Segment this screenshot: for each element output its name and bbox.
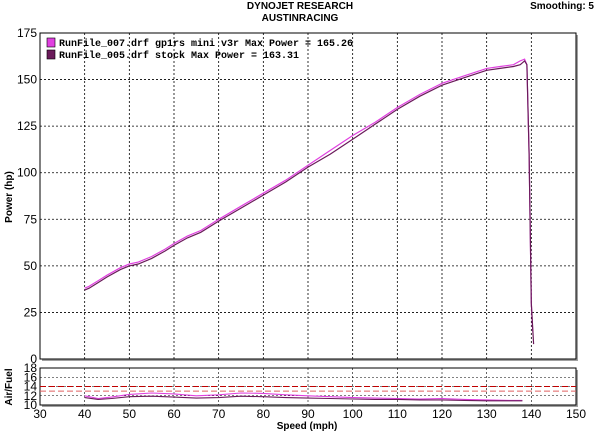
x-tick-label: 140	[521, 407, 541, 421]
y-tick-label-power: 50	[24, 259, 38, 273]
legend: RunFile_007.drf gp1rs mini v3r Max Power…	[46, 37, 353, 62]
y-axis-label-airfuel: Air/Fuel	[4, 368, 15, 405]
legend-swatch-1	[46, 37, 56, 48]
y-tick-label-power: 75	[24, 212, 38, 226]
x-axis-label: Speed (mph)	[277, 421, 338, 432]
legend-swatch-2	[46, 49, 56, 60]
y-tick-label-power: 100	[17, 166, 37, 180]
x-tick-label: 120	[432, 407, 452, 421]
af-series-line-1	[84, 392, 523, 401]
chart-subtitle: AUSTINRACING	[261, 13, 339, 24]
y-tick-label-power: 125	[17, 119, 37, 133]
x-tick-label: 50	[123, 407, 137, 421]
x-tick-label: 130	[477, 407, 497, 421]
y-tick-label-power: 175	[17, 26, 37, 40]
power-series-line-1	[84, 58, 534, 332]
y-tick-label-airfuel: 14	[24, 380, 38, 394]
legend-label-2: RunFile_005.drf stock Max Power = 163.31	[59, 50, 299, 62]
y-tick-label-airfuel: 10	[24, 398, 38, 412]
x-tick-label: 110	[388, 407, 407, 421]
y-tick-label-power: 150	[17, 73, 37, 87]
x-tick-label: 60	[167, 407, 181, 421]
y-tick-label-airfuel: 12	[24, 389, 38, 403]
legend-label-1: RunFile_007.drf gp1rs mini v3r Max Power…	[59, 38, 353, 50]
y-tick-label-airfuel: 16	[24, 370, 38, 384]
y-tick-label-power: 0	[30, 352, 37, 366]
smoothing-label: Smoothing: 5	[530, 1, 594, 12]
x-tick-label: 30	[33, 407, 47, 421]
x-axis: 30 40 50 60 70 80 90 100 110 120 130 140 150	[33, 407, 586, 421]
plot-frame	[39, 32, 577, 360]
chart-title: DYNOJET RESEARCH	[246, 1, 354, 12]
y-axis-label-power: Power (hp)	[4, 171, 15, 223]
x-tick-label: 80	[257, 407, 271, 421]
power-plot: 0 25 50 75 100 125 150 175	[17, 26, 578, 366]
x-tick-label: 150	[566, 407, 586, 421]
x-tick-label: 40	[78, 407, 92, 421]
y-tick-label-power: 25	[24, 305, 38, 319]
power-series-line-2	[84, 59, 535, 345]
x-tick-label: 70	[212, 407, 226, 421]
y-tick-label-airfuel: 18	[24, 361, 38, 375]
af-series-line-2	[84, 395, 523, 402]
x-tick-label: 90	[301, 407, 315, 421]
x-tick-label: 100	[343, 407, 363, 421]
